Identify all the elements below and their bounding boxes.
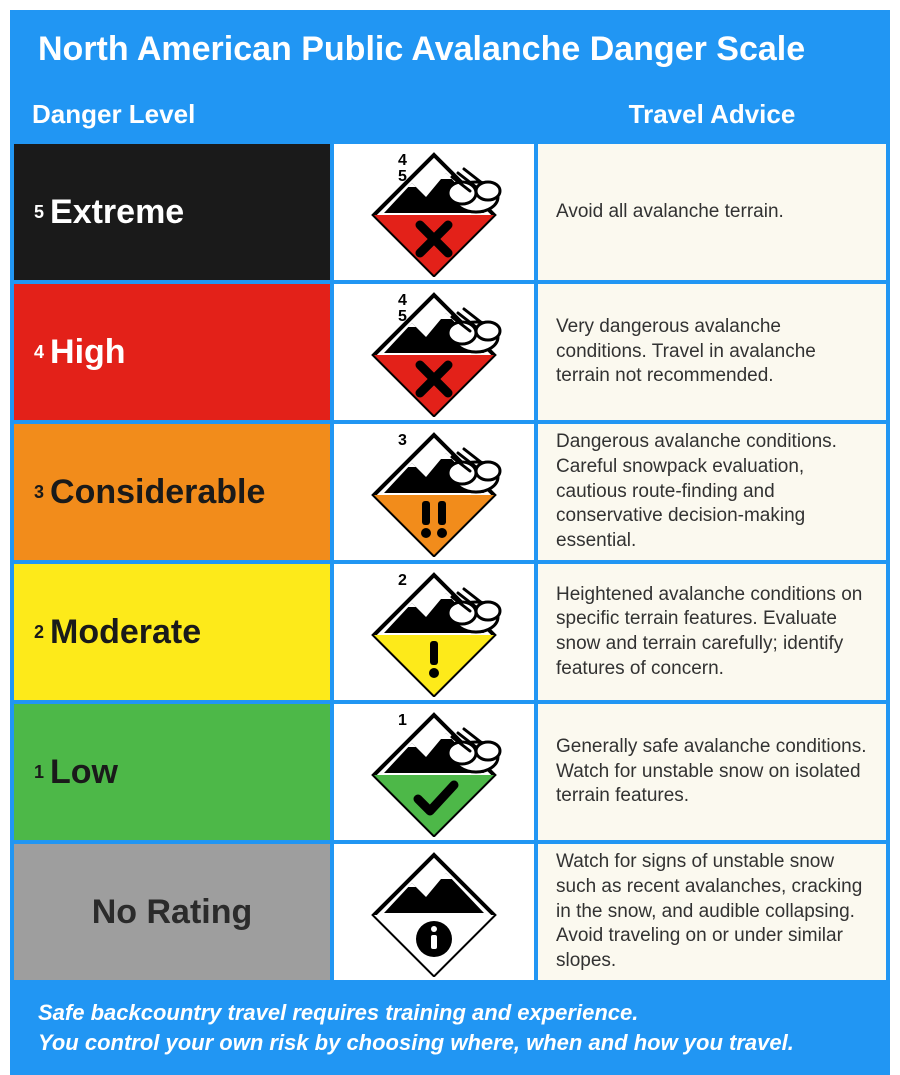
travel-advice-text: Very dangerous avalanche conditions. Tra… bbox=[556, 315, 868, 389]
danger-level-number: 2 bbox=[34, 622, 44, 643]
travel-advice-text: Generally safe avalanche conditions. Wat… bbox=[556, 735, 868, 809]
travel-advice-text: Dangerous avalanche conditions. Careful … bbox=[556, 430, 868, 553]
svg-text:4: 4 bbox=[398, 292, 407, 309]
danger-level-cell: 1 Low bbox=[14, 704, 334, 840]
danger-scale-card: North American Public Avalanche Danger S… bbox=[10, 10, 890, 1075]
danger-level-label: Moderate bbox=[50, 613, 201, 652]
danger-level-label: No Rating bbox=[92, 893, 253, 932]
danger-sign-icon: 45 bbox=[334, 284, 538, 420]
danger-level-label: High bbox=[50, 333, 126, 372]
footer-bar: Safe backcountry travel requires trainin… bbox=[14, 980, 886, 1071]
danger-level-number: 3 bbox=[34, 482, 44, 503]
header-danger: Danger Level bbox=[14, 89, 538, 140]
danger-sign-icon: 45 bbox=[334, 144, 538, 280]
danger-sign-icon: 3 bbox=[334, 424, 538, 560]
danger-row-low: 1 Low 1 Generally safe avalanche conditio… bbox=[14, 700, 886, 840]
danger-level-label: Considerable bbox=[50, 473, 265, 512]
danger-row-extreme: 5Extreme 45 Avoid all bbox=[14, 140, 886, 280]
danger-level-number: 1 bbox=[34, 762, 44, 783]
travel-advice-cell: Generally safe avalanche conditions. Wat… bbox=[538, 704, 886, 840]
danger-level-label: Low bbox=[50, 753, 118, 792]
danger-level-number: 5 bbox=[34, 202, 44, 223]
header-advice: Travel Advice bbox=[538, 89, 886, 140]
danger-level-cell: 4 High bbox=[14, 284, 334, 420]
danger-level-cell: No Rating bbox=[14, 844, 334, 980]
footer-line-2: You control your own risk by choosing wh… bbox=[38, 1028, 862, 1058]
travel-advice-cell: Heightened avalanche conditions on speci… bbox=[538, 564, 886, 700]
travel-advice-cell: Very dangerous avalanche conditions. Tra… bbox=[538, 284, 886, 420]
danger-level-label: Extreme bbox=[50, 193, 184, 232]
column-header-row: Danger Level Travel Advice bbox=[14, 85, 886, 140]
danger-level-cell: 3 Considerable bbox=[14, 424, 334, 560]
danger-row-moderate: 2Moderate 2 Heightened bbox=[14, 560, 886, 700]
danger-level-cell: 2 Moderate bbox=[14, 564, 334, 700]
travel-advice-cell: Avoid all avalanche terrain. bbox=[538, 144, 886, 280]
travel-advice-text: Heightened avalanche conditions on speci… bbox=[556, 583, 868, 682]
level-rows: 5Extreme 45 Avoid all bbox=[14, 140, 886, 980]
svg-text:3: 3 bbox=[398, 432, 407, 449]
svg-text:1: 1 bbox=[398, 712, 407, 729]
danger-sign-icon: 1 bbox=[334, 704, 538, 840]
header-danger-label: Danger Level bbox=[32, 99, 195, 129]
danger-sign-icon: 2 bbox=[334, 564, 538, 700]
danger-row-no-rating: No Rating Watch for signs of unstable sn… bbox=[14, 840, 886, 980]
danger-row-high: 4High 45 Very dangerou bbox=[14, 280, 886, 420]
header-advice-label: Travel Advice bbox=[629, 99, 796, 129]
footer-line-1: Safe backcountry travel requires trainin… bbox=[38, 998, 862, 1028]
danger-row-considerable: 3 Considerable 3 bbox=[14, 420, 886, 560]
travel-advice-cell: Watch for signs of unstable snow such as… bbox=[538, 844, 886, 980]
travel-advice-text: Watch for signs of unstable snow such as… bbox=[556, 850, 868, 973]
danger-sign-icon bbox=[334, 844, 538, 980]
title-text: North American Public Avalanche Danger S… bbox=[38, 30, 805, 68]
travel-advice-text: Avoid all avalanche terrain. bbox=[556, 200, 784, 225]
svg-text:4: 4 bbox=[398, 152, 407, 169]
svg-text:2: 2 bbox=[398, 572, 407, 589]
danger-level-number: 4 bbox=[34, 342, 44, 363]
danger-level-cell: 5 Extreme bbox=[14, 144, 334, 280]
travel-advice-cell: Dangerous avalanche conditions. Careful … bbox=[538, 424, 886, 560]
title-bar: North American Public Avalanche Danger S… bbox=[14, 14, 886, 85]
